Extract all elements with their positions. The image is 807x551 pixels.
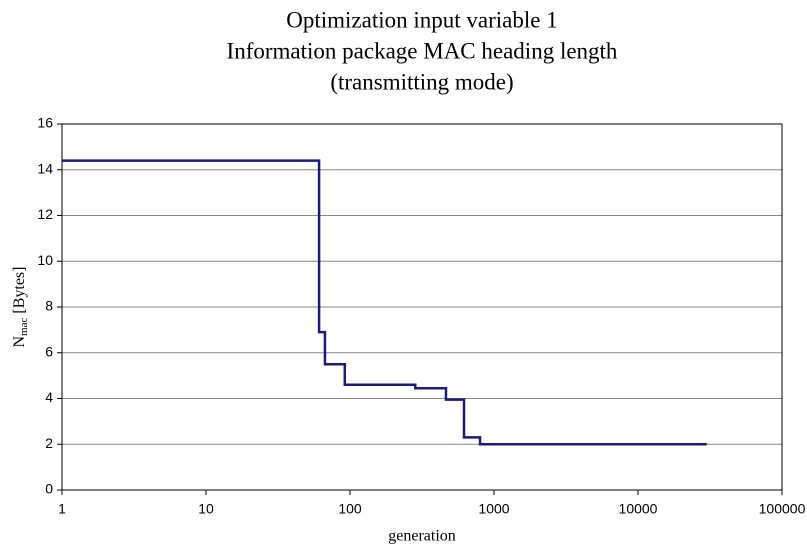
y-tick-label: 12	[37, 206, 53, 222]
x-axis-label: generation	[388, 528, 456, 545]
x-tick-label: 10	[198, 501, 214, 517]
data-line	[62, 159, 707, 446]
y-tick-label: 6	[45, 343, 53, 359]
y-tick-label: 2	[45, 435, 53, 451]
x-tick-label: 10000	[619, 501, 658, 517]
chart-title: Optimization input variable 1 Information…	[227, 7, 618, 94]
x-tick-label: 100000	[759, 501, 806, 517]
x-tick-label: 1	[58, 501, 66, 517]
title-line: Optimization input variable 1	[286, 7, 557, 32]
y-axis-label: Nmac [Bytes]	[11, 267, 30, 348]
y-tick-label: 14	[37, 160, 53, 176]
y-label-rest: [Bytes]	[11, 267, 28, 318]
plot-frame	[61, 123, 783, 491]
x-tick-label: 1000	[478, 501, 509, 517]
y-tick-label: 16	[37, 115, 53, 131]
title-line: (transmitting mode)	[330, 69, 513, 94]
y-tick-label: 4	[45, 389, 53, 405]
x-tick-label: 100	[338, 501, 362, 517]
y-label-sub: mac	[18, 317, 30, 335]
y-tick-label: 0	[45, 481, 53, 497]
y-label-main: N	[11, 336, 28, 348]
title-line: Information package MAC heading length	[227, 38, 618, 63]
y-tick-label: 8	[45, 298, 53, 314]
y-tick-label: 10	[37, 252, 53, 268]
